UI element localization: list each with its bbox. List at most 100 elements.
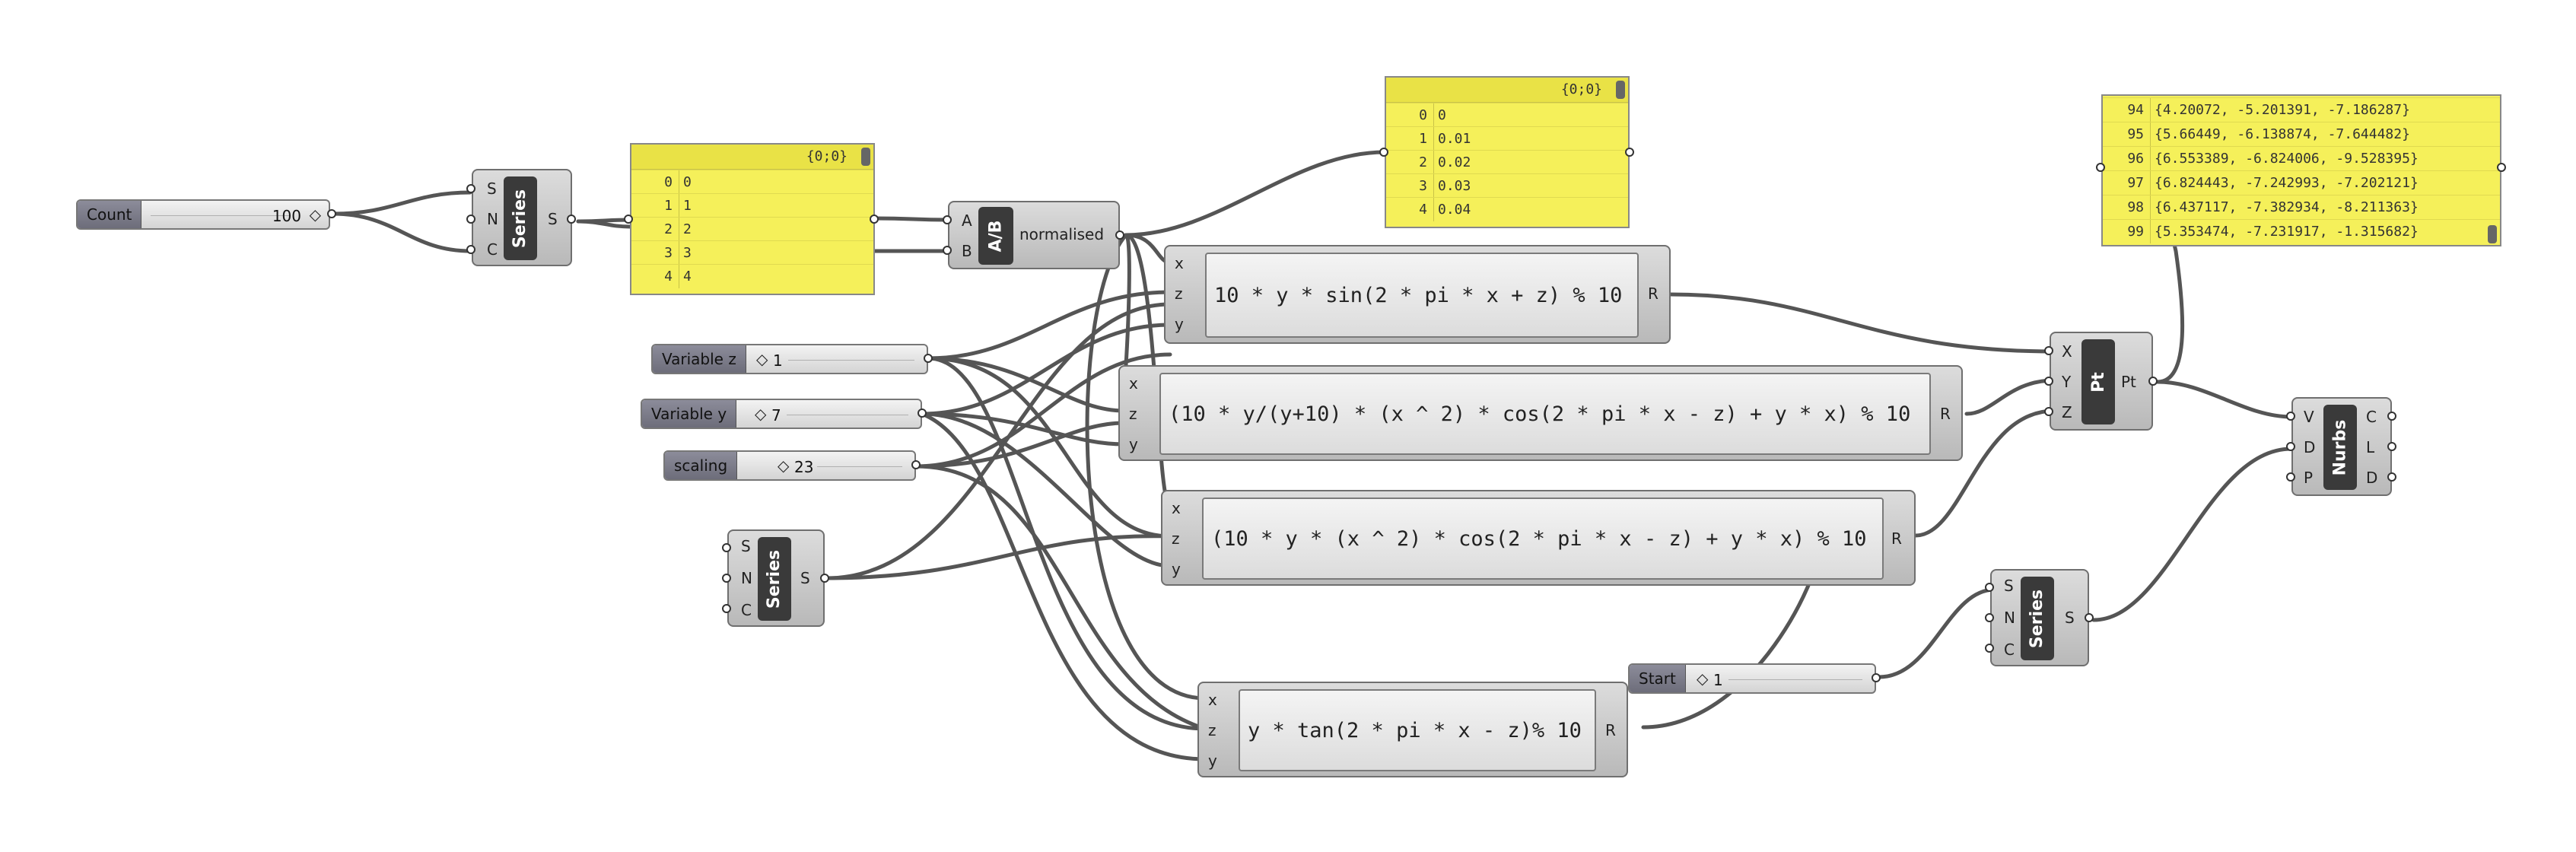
expression-component-4[interactable]: x z y y * tan(2 * pi * x - z)% 10 R xyxy=(1197,682,1628,777)
wire xyxy=(331,211,472,253)
wire xyxy=(1085,233,1207,701)
series-component[interactable]: S N C Series S xyxy=(472,169,572,266)
output-grip[interactable] xyxy=(911,460,921,469)
panel-points-output[interactable]: 94 {4.20072, -5.201391, -7.186287} 95 {5.6… xyxy=(2101,94,2501,246)
wire xyxy=(873,216,950,222)
expression-text[interactable]: (10 * y/(y+10) * (x ^ 2) * cos(2 * pi * … xyxy=(1159,373,1931,455)
list-item: 96 {6.553389, -6.824006, -9.528395} xyxy=(2103,146,2500,170)
input-grip[interactable] xyxy=(1985,583,1994,592)
output-grip[interactable] xyxy=(924,354,933,363)
input-grip[interactable] xyxy=(2044,346,2053,355)
scaling-slider[interactable]: scaling ◇ 23 xyxy=(663,450,916,481)
expression-component-2[interactable]: x z y (10 * y/(y+10) * (x ^ 2) * cos(2 *… xyxy=(1118,365,1963,461)
output-grip[interactable] xyxy=(918,409,927,418)
variable-y-slider[interactable]: Variable y ◇ 7 xyxy=(641,399,922,429)
scrollbar[interactable] xyxy=(861,148,870,166)
slider-value: 7 xyxy=(771,406,781,424)
input-grip[interactable] xyxy=(2044,407,2053,416)
slider-track[interactable] xyxy=(1728,679,1862,680)
input-grip[interactable] xyxy=(1985,644,1994,653)
row-index: 97 xyxy=(2127,175,2144,191)
slider-track[interactable] xyxy=(788,360,914,361)
input-grip[interactable] xyxy=(943,246,952,255)
input-z: z xyxy=(1208,721,1216,739)
input-c: C xyxy=(2004,641,2015,659)
row-index: 2 xyxy=(1419,154,1427,170)
output-grip[interactable] xyxy=(1115,230,1124,240)
input-grip[interactable] xyxy=(2044,377,2053,386)
series-component[interactable]: S N C Series S xyxy=(727,529,825,627)
list-item: 4 0.04 xyxy=(1386,197,1628,221)
expression-component-3[interactable]: x z y (10 * y * (x ^ 2) * cos(2 * pi * x… xyxy=(1161,490,1916,586)
row-value: 0.04 xyxy=(1438,202,1471,218)
input-grip[interactable] xyxy=(466,215,475,224)
wire xyxy=(2091,447,2294,622)
row-value: {5.66449, -6.138874, -7.644482} xyxy=(2155,126,2410,142)
output-grip[interactable] xyxy=(870,215,879,224)
expression-text[interactable]: 10 * y * sin(2 * pi * x + z) % 10 xyxy=(1205,253,1639,338)
output-grip[interactable] xyxy=(2148,377,2158,386)
output-s: S xyxy=(548,210,558,228)
component-label: Pt xyxy=(2081,339,2115,424)
input-z: z xyxy=(1129,405,1137,423)
list-item: 1 0.01 xyxy=(1386,126,1628,151)
panel-path: {0;0} xyxy=(1560,81,1602,97)
expression-text[interactable]: (10 * y * (x ^ 2) * cos(2 * pi * x - z) … xyxy=(1202,498,1884,580)
diamond-icon: ◇ xyxy=(309,205,321,224)
input-grip[interactable] xyxy=(2096,163,2105,172)
division-component[interactable]: A B A/B normalised xyxy=(948,201,1120,269)
input-grip[interactable] xyxy=(466,245,475,254)
input-grip[interactable] xyxy=(722,543,731,552)
input-grip[interactable] xyxy=(943,215,952,224)
output-grip[interactable] xyxy=(2085,613,2094,622)
start-slider[interactable]: Start ◇ 1 xyxy=(1628,663,1876,694)
input-c: C xyxy=(487,240,498,259)
input-grip[interactable] xyxy=(1379,148,1388,157)
slider-track[interactable] xyxy=(817,466,902,467)
output-grip[interactable] xyxy=(1872,673,1881,682)
input-y: y xyxy=(1208,752,1217,770)
row-index: 4 xyxy=(664,269,673,285)
output-grip[interactable] xyxy=(2387,412,2396,421)
output-grip[interactable] xyxy=(1625,148,1634,157)
wire xyxy=(1877,587,1997,679)
input-grip[interactable] xyxy=(2286,442,2295,451)
expression-component-1[interactable]: x z y 10 * y * sin(2 * pi * x + z) % 10 … xyxy=(1164,245,1671,344)
list-item: 99 {5.353474, -7.231917, -1.315682} xyxy=(2103,219,2500,243)
nurbs-curve-component[interactable]: V D P Nurbs C L D xyxy=(2291,397,2392,496)
expression-text[interactable]: y * tan(2 * pi * x - z)% 10 xyxy=(1239,689,1596,771)
input-grip[interactable] xyxy=(2286,472,2295,482)
point-component[interactable]: X Y Z Pt Pt xyxy=(2050,332,2153,431)
input-grip[interactable] xyxy=(624,215,633,224)
input-grip[interactable] xyxy=(722,604,731,613)
wire xyxy=(824,534,1172,580)
scrollbar[interactable] xyxy=(1616,81,1625,99)
input-grip[interactable] xyxy=(466,184,475,193)
series-component[interactable]: S N C Series S xyxy=(1990,569,2089,666)
list-item: 95 {5.66449, -6.138874, -7.644482} xyxy=(2103,122,2500,146)
row-value: {4.20072, -5.201391, -7.186287} xyxy=(2155,102,2410,118)
variable-z-slider[interactable]: Variable z ◇ 1 xyxy=(651,344,928,374)
slider-track[interactable] xyxy=(151,215,291,216)
input-grip[interactable] xyxy=(722,574,731,583)
output-grip[interactable] xyxy=(327,209,336,218)
input-s: S xyxy=(487,180,497,198)
output-r: R xyxy=(1940,405,1951,423)
output-grip[interactable] xyxy=(567,215,576,224)
input-grip[interactable] xyxy=(2286,412,2295,421)
scrollbar[interactable] xyxy=(2488,225,2497,243)
output-grip[interactable] xyxy=(820,574,829,583)
input-d: D xyxy=(2304,438,2316,456)
output-grip[interactable] xyxy=(2387,472,2396,482)
input-grip[interactable] xyxy=(1985,613,1994,622)
input-y: Y xyxy=(2062,373,2072,391)
output-grip[interactable] xyxy=(2497,163,2506,172)
input-y: y xyxy=(1129,435,1138,453)
output-grip[interactable] xyxy=(2387,442,2396,451)
count-slider[interactable]: Count 100 ◇ xyxy=(76,199,330,230)
